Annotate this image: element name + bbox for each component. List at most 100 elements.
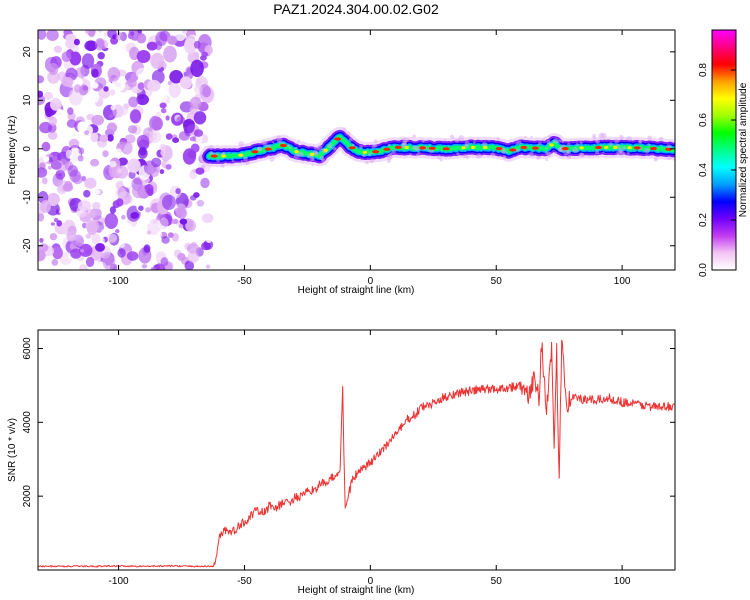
track-halo-dot (332, 146, 337, 151)
noise-blob (106, 233, 118, 243)
noise-blob (110, 89, 116, 96)
noise-blob (147, 79, 161, 92)
track-hotspot (372, 150, 380, 154)
track-halo-dot (421, 139, 425, 143)
snr-x-tick-label: 0 (368, 576, 374, 587)
track-halo-dot (314, 151, 319, 157)
noise-blob (184, 37, 197, 54)
snr-y-ticks: 2000 4000 6000 (22, 337, 675, 507)
noise-blob (115, 148, 122, 155)
noise-blob (50, 222, 56, 226)
noise-blob (115, 198, 124, 207)
track-hotspot (633, 146, 641, 150)
noise-blob (193, 40, 201, 49)
track-halo-dot (257, 146, 262, 152)
noise-blob (203, 258, 213, 268)
snr-x-tick-label: 50 (491, 576, 503, 587)
noise-blob (178, 63, 188, 73)
noise-blob (53, 45, 63, 53)
track-halo-dot (563, 149, 570, 156)
snr-panel: -100 -50 0 50 100 2000 4000 6000 Height of str… (7, 329, 676, 596)
noise-blob (48, 62, 59, 76)
noise-blob (38, 75, 45, 84)
noise-blob (39, 238, 44, 243)
noise-blob (121, 222, 134, 238)
track-halo-dot (439, 158, 443, 162)
noise-blob (76, 165, 83, 172)
noise-blob (186, 243, 200, 254)
track-halo-dot (659, 136, 663, 141)
track-halo-dot (311, 164, 314, 167)
noise-blob (109, 206, 116, 214)
noise-blob (44, 92, 53, 100)
noise-blob (97, 30, 103, 33)
track-halo-dot (295, 146, 298, 150)
track-halo-dot (600, 132, 607, 139)
noise-blob (190, 59, 204, 77)
snr-series-line (38, 339, 675, 568)
track-halo-dot (414, 145, 421, 152)
noise-blob (41, 141, 51, 152)
track-halo-dot (342, 127, 346, 131)
track-halo-dot (575, 143, 579, 147)
noise-blob (146, 41, 158, 51)
noise-blob (66, 119, 77, 128)
noise-blob (168, 82, 181, 98)
noise-blob (205, 264, 211, 269)
track-halo-dot (387, 153, 393, 159)
noise-blob (124, 134, 136, 144)
track-hotspot (561, 147, 569, 151)
track-halo-dot (245, 160, 250, 165)
track-halo-dot (417, 151, 421, 155)
track-halo-dot (412, 134, 417, 139)
noise-blob (138, 146, 147, 156)
track-halo-dot (472, 141, 476, 145)
track-halo-dot (561, 140, 564, 143)
snr-x-label: Height of straight line (km) (298, 585, 415, 596)
spectrogram-x-tick-label: 100 (614, 276, 631, 287)
noise-blob (128, 96, 139, 108)
noise-blob (38, 212, 45, 222)
track-halo-dot (496, 137, 500, 141)
track-hotspot (483, 146, 488, 150)
track-halo-dot (545, 158, 549, 162)
noise-blob (150, 267, 156, 270)
track-hotspot (264, 147, 272, 151)
snr-y-label: SNR (10 * v/v) (7, 418, 18, 482)
track-halo-dot (528, 151, 534, 157)
noise-blob (78, 147, 85, 155)
track-halo-dot (546, 139, 551, 145)
track-halo-dot (391, 149, 396, 154)
noise-blob (85, 233, 92, 239)
noise-blob (130, 211, 140, 219)
noise-blob (50, 98, 62, 111)
track-halo-dot (401, 140, 407, 146)
noise-blob (99, 134, 109, 143)
noise-blob (159, 169, 165, 175)
noise-blob (38, 90, 44, 98)
spectrogram-y-label: Frequency (Hz) (7, 116, 18, 185)
noise-blob (74, 84, 82, 93)
noise-blob (73, 38, 80, 46)
noise-blob (102, 253, 116, 270)
noise-blob (155, 111, 162, 119)
track-halo-dot (272, 141, 275, 144)
noise-blob (47, 70, 60, 84)
noise-blob (161, 236, 170, 244)
track-halo-dot (367, 152, 372, 156)
noise-blob (107, 134, 114, 142)
spectrogram-x-tick-label: -100 (109, 276, 129, 287)
noise-blob (94, 38, 105, 51)
track-hotspot (579, 146, 584, 150)
track-halo-dot (505, 151, 508, 154)
track-hotspot (428, 146, 436, 150)
track-halo-dot (639, 140, 642, 143)
track-halo-dot (481, 142, 488, 148)
noise-blob (178, 131, 190, 141)
track-halo-dot (542, 137, 545, 141)
noise-blob (116, 106, 128, 116)
snr-x-tick-label: -100 (109, 576, 129, 587)
noise-blob (136, 134, 150, 149)
noise-blob (95, 243, 105, 252)
track-hotspot (348, 146, 356, 150)
